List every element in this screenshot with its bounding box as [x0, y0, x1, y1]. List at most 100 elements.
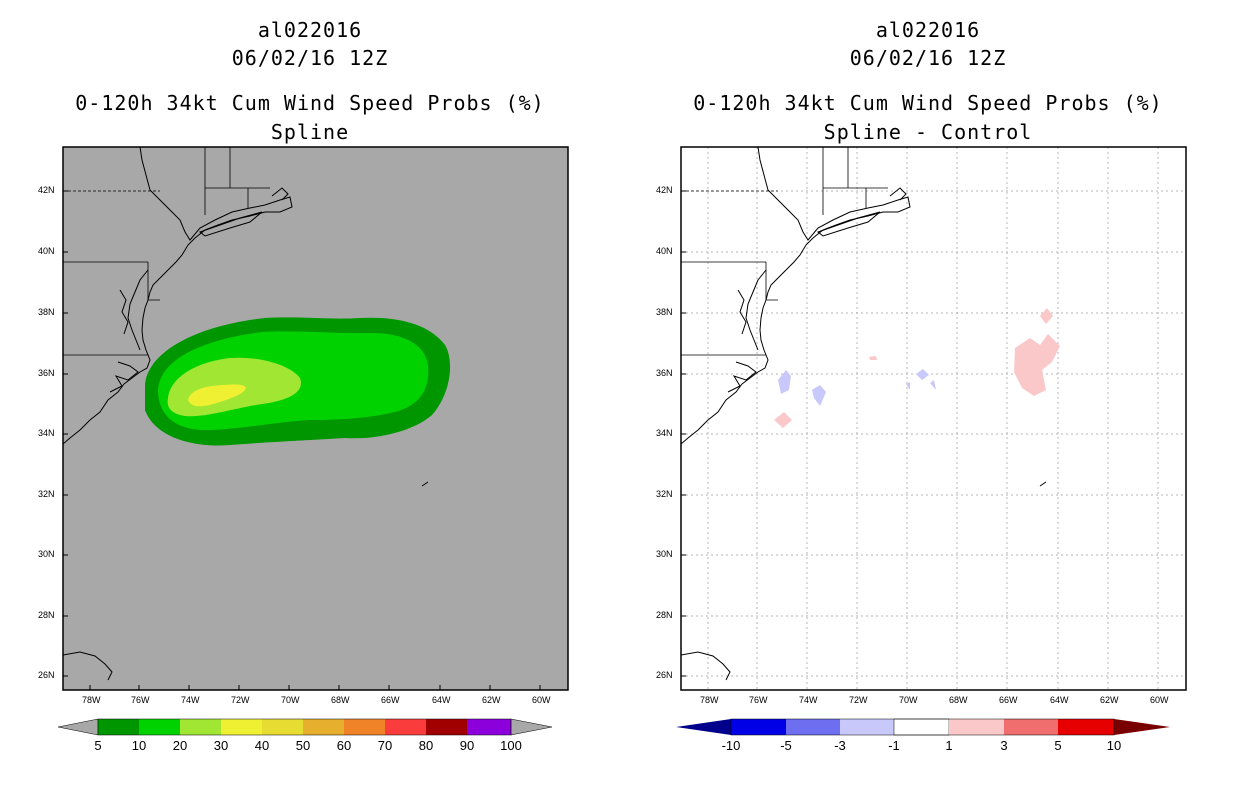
- left-lat-label-26: 26N: [38, 670, 55, 680]
- right-colorbar-bin-7: [1058, 719, 1114, 735]
- right-lon-label-76: 76W: [749, 695, 768, 705]
- left-colorbar-label-60: 60: [336, 738, 352, 753]
- right-title-method: Spline - Control: [823, 120, 1033, 144]
- left-lat-label-32: 32N: [38, 489, 55, 499]
- right-diff-positive-3: [1014, 334, 1060, 396]
- right-axis-ticks: [681, 190, 686, 677]
- left-colorbar: [57, 718, 553, 736]
- right-lon-label-60: 60W: [1150, 695, 1169, 705]
- right-lon-label-62: 62W: [1100, 695, 1119, 705]
- right-diff-positive-1: [774, 412, 792, 428]
- left-colorbar-label-90: 90: [459, 738, 475, 753]
- right-colorbar-bin-5: [949, 719, 1004, 735]
- left-colorbar-bin-60: [344, 719, 385, 735]
- left-colorbar-bin-40: [262, 719, 303, 735]
- left-colorbar-bin-80: [426, 719, 467, 735]
- right-lon-label-70: 70W: [899, 695, 918, 705]
- left-lon-label-76: 76W: [131, 695, 150, 705]
- left-colorbar-label-10: 10: [131, 738, 147, 753]
- right-colorbar-bin-2: [786, 719, 840, 735]
- right-diff-negative-1: [778, 370, 791, 394]
- right-diff-negative-5: [906, 382, 910, 390]
- right-colorbar-label-m5: -5: [780, 738, 792, 753]
- left-lat-label-42: 42N: [38, 185, 55, 195]
- right-lon-label-78: 78W: [700, 695, 719, 705]
- left-lat-label-40: 40N: [38, 246, 55, 256]
- left-lon-label-72: 72W: [231, 695, 250, 705]
- right-colorbar-label-m1: -1: [888, 738, 900, 753]
- right-lat-label-38: 38N: [656, 307, 673, 317]
- right-colorbar-label-m10: -10: [721, 738, 741, 753]
- left-title-product: 0-120h 34kt Cum Wind Speed Probs (%): [75, 91, 545, 115]
- left-colorbar-bin-5: [98, 719, 139, 735]
- right-lat-label-40: 40N: [656, 246, 673, 256]
- right-colorbar-label-1: 1: [945, 738, 953, 753]
- left-colorbar-label-30: 30: [213, 738, 229, 753]
- right-colorbar: [676, 718, 1170, 736]
- right-lat-label-42: 42N: [656, 185, 673, 195]
- right-colorbar-label-3: 3: [1000, 738, 1008, 753]
- left-colorbar-bin-10: [139, 719, 180, 735]
- right-title-date: 06/02/16 12Z: [849, 46, 1007, 70]
- right-map-background: [681, 147, 1186, 690]
- left-colorbar-label-80: 80: [418, 738, 434, 753]
- right-lat-label-36: 36N: [656, 368, 673, 378]
- right-lon-label-66: 66W: [999, 695, 1018, 705]
- right-lat-label-30: 30N: [656, 549, 673, 559]
- right-colorbar-label-m3: -3: [834, 738, 846, 753]
- right-lon-label-68: 68W: [949, 695, 968, 705]
- left-title-date: 06/02/16 12Z: [231, 46, 389, 70]
- right-map-grid: [681, 147, 1186, 690]
- left-colorbar-bin-20: [180, 719, 221, 735]
- left-colorbar-bin-70: [385, 719, 426, 735]
- right-colorbar-bin-6: [1004, 719, 1058, 735]
- left-prob-contour-30: [188, 384, 246, 407]
- left-lon-label-64: 64W: [432, 695, 451, 705]
- right-title-storm: al022016: [875, 18, 981, 42]
- left-colorbar-label-70: 70: [377, 738, 393, 753]
- left-colorbar-label-40: 40: [254, 738, 270, 753]
- right-lon-label-64: 64W: [1050, 695, 1069, 705]
- right-diff-negative-3: [916, 369, 929, 380]
- right-lon-label-72: 72W: [849, 695, 868, 705]
- left-lon-label-62: 62W: [482, 695, 501, 705]
- left-colorbar-arrow-low: [57, 718, 99, 736]
- left-axis-ticks: [63, 190, 541, 690]
- left-lat-label-36: 36N: [38, 368, 55, 378]
- right-colorbar-bin-4: [893, 718, 950, 736]
- left-lat-label-38: 38N: [38, 307, 55, 317]
- right-diff-positive-2: [869, 356, 877, 360]
- right-lat-label-26: 26N: [656, 670, 673, 680]
- right-colorbar-bin-3: [840, 719, 894, 735]
- left-lat-label-28: 28N: [38, 610, 55, 620]
- right-colorbar-arrow-high: [1114, 719, 1170, 735]
- right-diff-positive-4: [1040, 308, 1053, 324]
- left-colorbar-label-50: 50: [295, 738, 311, 753]
- right-colorbar-arrow-low: [676, 719, 731, 735]
- left-colorbar-bin-90: [467, 719, 511, 735]
- left-colorbar-bin-50: [303, 719, 344, 735]
- left-lon-label-74: 74W: [181, 695, 200, 705]
- left-title-storm: al022016: [257, 18, 363, 42]
- right-colorbar-label-10: 10: [1106, 738, 1122, 753]
- right-colorbar-bin-1: [731, 719, 786, 735]
- right-title-product: 0-120h 34kt Cum Wind Speed Probs (%): [693, 91, 1163, 115]
- right-colorbar-label-5: 5: [1054, 738, 1062, 753]
- right-diff-negative-4: [930, 380, 936, 390]
- left-lon-label-60: 60W: [532, 695, 551, 705]
- left-colorbar-arrow-high: [510, 718, 553, 736]
- left-lon-label-78: 78W: [82, 695, 101, 705]
- left-colorbar-bin-30: [221, 719, 262, 735]
- right-diff-negative-2: [812, 385, 826, 406]
- left-colorbar-label-100: 100: [500, 738, 522, 753]
- right-map-frame: [680, 146, 1187, 691]
- left-map-frame: [62, 146, 569, 691]
- left-colorbar-label-5: 5: [94, 738, 102, 753]
- right-lat-label-34: 34N: [656, 428, 673, 438]
- left-lat-label-34: 34N: [38, 428, 55, 438]
- left-lon-label-70: 70W: [281, 695, 300, 705]
- left-title-method: Spline: [270, 120, 350, 144]
- right-lat-label-28: 28N: [656, 610, 673, 620]
- left-lon-label-66: 66W: [381, 695, 400, 705]
